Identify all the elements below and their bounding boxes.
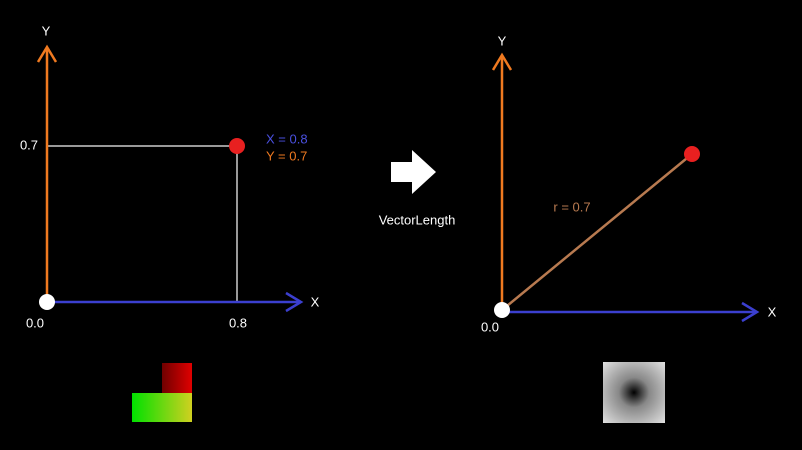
swatch-bottom <box>132 393 192 422</box>
origin-point <box>39 294 55 310</box>
vector-point <box>229 138 245 154</box>
vector-point <box>684 146 700 162</box>
origin-point <box>494 302 510 318</box>
point-y-label: Y = 0.7 <box>266 148 307 163</box>
left-diagram: Y X 0.0 0.7 0.8 X = 0.8 Y = 0.7 <box>20 23 320 422</box>
x-arrowhead <box>741 301 760 323</box>
radius-line <box>501 153 693 311</box>
y-axis-label: Y <box>42 23 51 38</box>
y-axis-label: Y <box>498 33 507 48</box>
x-arrowhead <box>285 291 304 313</box>
swatch <box>603 362 665 423</box>
radius-label: r = 0.7 <box>553 199 590 214</box>
y-arrowhead <box>491 52 513 71</box>
operation-label: VectorLength <box>379 212 456 227</box>
x-axis-label: X <box>768 304 777 319</box>
y-tick-label: 0.7 <box>20 137 38 152</box>
x-tick-label: 0.8 <box>229 315 247 330</box>
point-x-label: X = 0.8 <box>266 131 308 146</box>
operation-arrow <box>391 150 436 194</box>
right-diagram: Y X 0.0 r = 0.7 <box>481 33 777 423</box>
y-arrowhead <box>36 44 58 63</box>
x-axis-label: X <box>311 294 320 309</box>
swatch-corner <box>132 363 162 393</box>
origin-label: 0.0 <box>26 315 44 330</box>
origin-label: 0.0 <box>481 319 499 334</box>
